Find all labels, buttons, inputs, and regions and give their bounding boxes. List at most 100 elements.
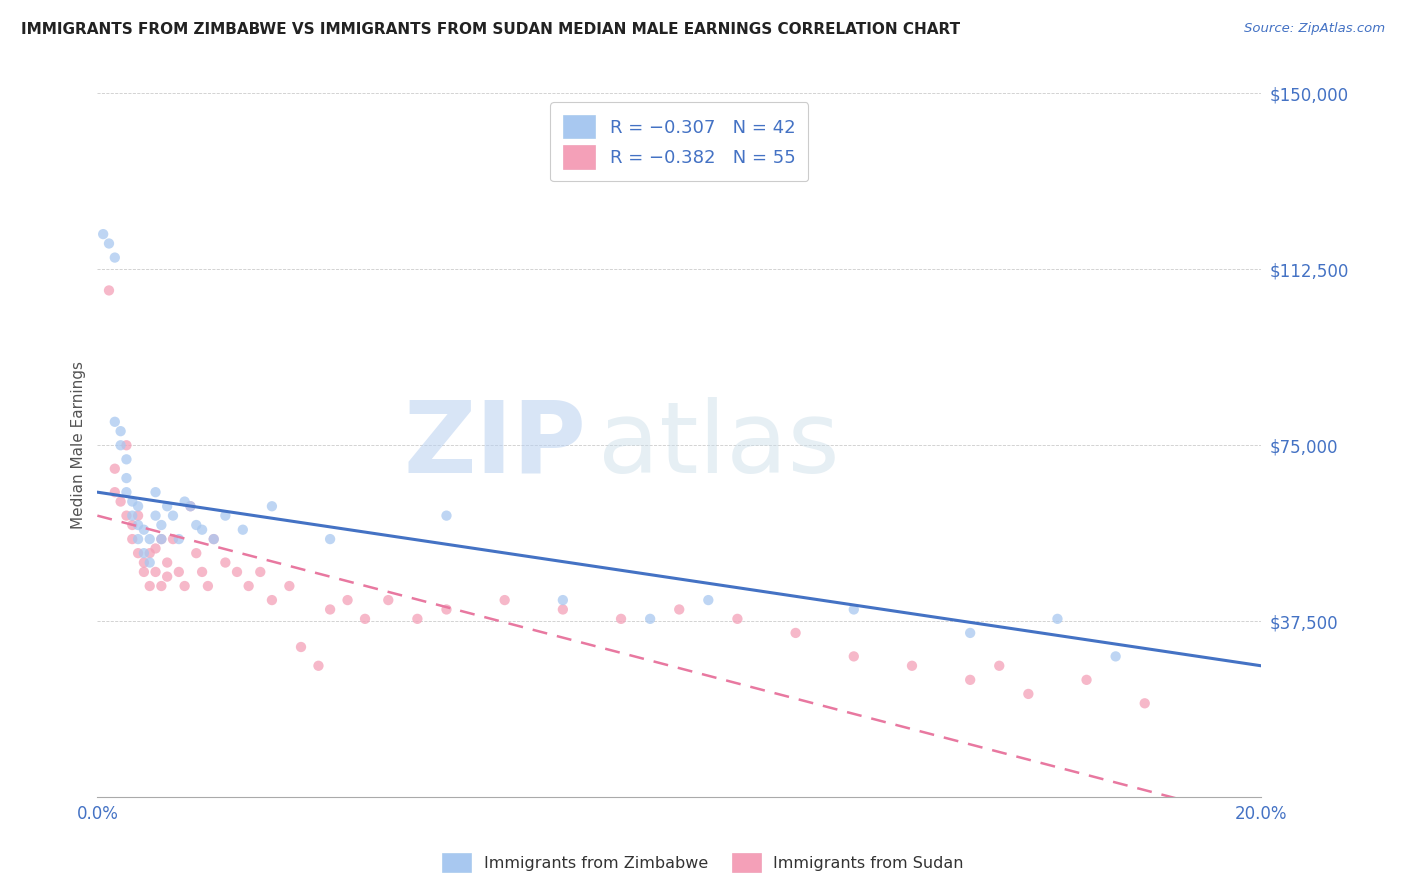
Point: [145, 485, 167, 500]
Point: [197, 579, 219, 593]
Point: [127, 546, 149, 560]
Point: [167, 565, 190, 579]
Point: [319, 602, 342, 616]
Point: [179, 500, 201, 514]
Point: [91, 227, 114, 241]
Point: [145, 508, 167, 523]
Point: [110, 494, 132, 508]
Point: [214, 508, 236, 523]
Point: [725, 612, 748, 626]
Point: [494, 593, 516, 607]
Point: [167, 532, 190, 546]
Point: [842, 602, 865, 616]
Point: [127, 508, 149, 523]
Point: [138, 556, 160, 570]
Point: [354, 612, 377, 626]
Point: [98, 284, 121, 298]
Point: [406, 612, 429, 626]
Point: [138, 532, 160, 546]
Point: [138, 546, 160, 560]
Legend: Immigrants from Zimbabwe, Immigrants from Sudan: Immigrants from Zimbabwe, Immigrants fro…: [434, 845, 972, 880]
Point: [249, 565, 271, 579]
Point: [110, 424, 132, 438]
Point: [115, 485, 138, 500]
Point: [1017, 687, 1039, 701]
Point: [260, 593, 283, 607]
Point: [336, 593, 359, 607]
Point: [145, 541, 167, 556]
Point: [610, 612, 633, 626]
Point: [901, 658, 924, 673]
Point: [377, 593, 399, 607]
Point: [127, 500, 149, 514]
Point: [959, 673, 981, 687]
Point: [145, 565, 167, 579]
Point: [162, 508, 184, 523]
Point: [551, 593, 574, 607]
Point: [156, 556, 179, 570]
Point: [121, 508, 143, 523]
Text: Source: ZipAtlas.com: Source: ZipAtlas.com: [1244, 22, 1385, 36]
Point: [214, 556, 236, 570]
Point: [138, 579, 160, 593]
Point: [638, 612, 661, 626]
Point: [959, 626, 981, 640]
Point: [104, 415, 127, 429]
Point: [132, 523, 155, 537]
Point: [115, 471, 138, 485]
Point: [278, 579, 301, 593]
Point: [436, 602, 458, 616]
Point: [785, 626, 807, 640]
Point: [150, 518, 173, 533]
Point: [1133, 696, 1156, 710]
Point: [132, 546, 155, 560]
Point: [191, 523, 214, 537]
Point: [988, 658, 1011, 673]
Point: [110, 438, 132, 452]
Point: [319, 532, 342, 546]
Point: [150, 532, 173, 546]
Point: [173, 494, 195, 508]
Point: [232, 523, 254, 537]
Point: [436, 508, 458, 523]
Point: [162, 532, 184, 546]
Point: [290, 640, 312, 654]
Point: [121, 494, 143, 508]
Point: [202, 532, 225, 546]
Point: [226, 565, 249, 579]
Point: [173, 579, 195, 593]
Point: [842, 649, 865, 664]
Point: [191, 565, 214, 579]
Point: [132, 565, 155, 579]
Text: ZIP: ZIP: [404, 397, 586, 494]
Point: [115, 508, 138, 523]
Point: [202, 532, 225, 546]
Y-axis label: Median Male Earnings: Median Male Earnings: [72, 361, 86, 529]
Point: [132, 556, 155, 570]
Point: [238, 579, 260, 593]
Point: [697, 593, 720, 607]
Point: [156, 500, 179, 514]
Point: [1046, 612, 1069, 626]
Point: [1076, 673, 1098, 687]
Point: [121, 518, 143, 533]
Point: [115, 452, 138, 467]
Point: [186, 546, 208, 560]
Point: [150, 532, 173, 546]
Point: [1104, 649, 1126, 664]
Point: [104, 461, 127, 475]
Point: [127, 532, 149, 546]
Point: [115, 438, 138, 452]
Point: [104, 251, 127, 265]
Point: [186, 518, 208, 533]
Point: [98, 236, 121, 251]
Legend: R = −0.307   N = 42, R = −0.382   N = 55: R = −0.307 N = 42, R = −0.382 N = 55: [550, 103, 808, 181]
Point: [156, 569, 179, 583]
Point: [260, 500, 283, 514]
Text: IMMIGRANTS FROM ZIMBABWE VS IMMIGRANTS FROM SUDAN MEDIAN MALE EARNINGS CORRELATI: IMMIGRANTS FROM ZIMBABWE VS IMMIGRANTS F…: [21, 22, 960, 37]
Point: [308, 658, 330, 673]
Point: [121, 532, 143, 546]
Point: [150, 579, 173, 593]
Point: [127, 518, 149, 533]
Point: [551, 602, 574, 616]
